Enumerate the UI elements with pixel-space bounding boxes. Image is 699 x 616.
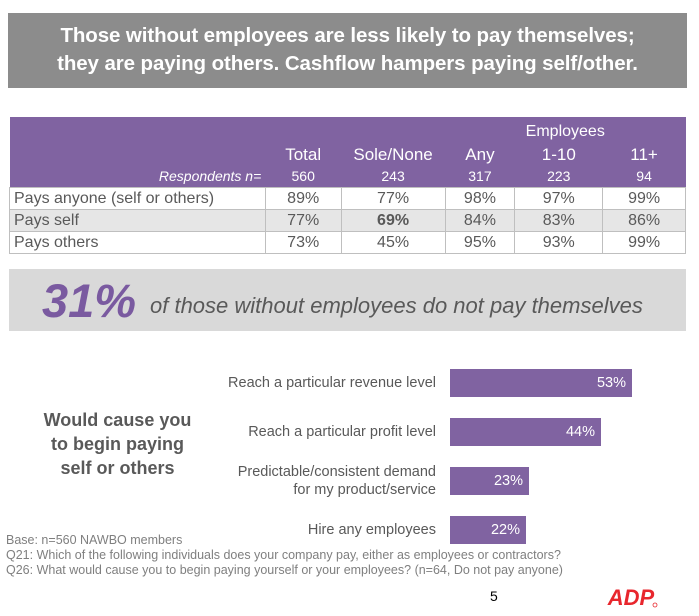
employees-group-header: Employees xyxy=(445,117,686,143)
footnote-base: Base: n=560 NAWBO members xyxy=(6,533,183,547)
footnote-q21: Q21: Which of the following individuals … xyxy=(6,548,561,562)
table-cell: 77% xyxy=(264,209,342,232)
respondents-n-value: 317 xyxy=(445,167,515,188)
registered-mark-icon xyxy=(652,602,658,608)
slide-title-line-1: Those without employees are less likely … xyxy=(60,24,635,47)
footnotes: Base: n=560 NAWBO members Q21: Which of … xyxy=(6,533,563,578)
footnote-q26: Q26: What would cause you to begin payin… xyxy=(6,563,563,577)
table-cell: 99% xyxy=(602,187,686,210)
bar: 22% xyxy=(450,516,526,544)
bar-category-label: Predictable/consistent demand for my prod… xyxy=(238,463,436,499)
bar: 44% xyxy=(450,418,601,446)
respondents-n-label: Respondents n= xyxy=(9,167,266,188)
table-cell: 84% xyxy=(444,209,516,232)
bar-category-label: Hire any employees xyxy=(308,521,436,539)
bar-category-label-line: Reach a particular profit level xyxy=(248,424,436,440)
bar-value-label: 44% xyxy=(565,424,595,440)
side-label-line: to begin paying xyxy=(51,434,184,454)
column-header: Any xyxy=(445,143,515,167)
side-label-line: Would cause you xyxy=(43,410,192,430)
table-cell: 93% xyxy=(514,231,604,254)
bar-category-label-line: Reach a particular revenue level xyxy=(228,375,436,391)
table-cell: 97% xyxy=(514,187,604,210)
bar-category-label: Reach a particular profit level xyxy=(248,423,436,441)
callout-percentage: 31% xyxy=(42,274,137,327)
slide-title-line-2: they are paying others. Cashflow hampers… xyxy=(57,52,638,75)
table-row: Pays others 73% 45% 95% 93% 99% xyxy=(9,231,686,254)
row-label: Pays others xyxy=(9,231,266,254)
table-cell: 89% xyxy=(264,187,342,210)
table-cell: 73% xyxy=(264,231,342,254)
table-cell: 77% xyxy=(340,187,446,210)
bar-category-label: Reach a particular revenue level xyxy=(228,374,436,392)
adp-logo-text: ADP xyxy=(607,585,655,610)
table-cell-highlight: 69% xyxy=(340,209,446,232)
bar-value-label: 53% xyxy=(596,375,626,391)
table-cell: 86% xyxy=(602,209,686,232)
table-row: Pays anyone (self or others) 89% 77% 98%… xyxy=(9,187,686,210)
callout-band xyxy=(9,269,686,331)
table-cell: 99% xyxy=(602,231,686,254)
chart-side-label: Would cause you to begin paying self or … xyxy=(35,408,200,480)
bar-value-label: 22% xyxy=(490,522,520,538)
row-label: Pays self xyxy=(9,209,266,232)
chart-axis-line xyxy=(449,365,450,545)
bar: 53% xyxy=(450,369,632,397)
respondents-n-value: 560 xyxy=(265,167,342,188)
column-header: Total xyxy=(265,143,342,167)
respondents-n-value: 243 xyxy=(341,167,446,188)
slide-title: Those without employees are less likely … xyxy=(8,13,687,88)
table-cell: 98% xyxy=(444,187,516,210)
bar: 23% xyxy=(450,467,529,495)
column-header: 11+ xyxy=(602,143,686,167)
respondents-n-value: 223 xyxy=(514,167,603,188)
row-label: Pays anyone (self or others) xyxy=(9,187,266,210)
respondents-n-value: 94 xyxy=(602,167,686,188)
column-header: Sole/None xyxy=(341,143,446,167)
callout-text: of those without employees do not pay th… xyxy=(150,293,643,318)
bar-category-label-line: Hire any employees xyxy=(307,522,436,538)
bar-category-label-line: for my product/service xyxy=(293,482,436,498)
table-cell: 83% xyxy=(514,209,604,232)
page-number: 5 xyxy=(490,588,498,604)
table-cell: 45% xyxy=(340,231,446,254)
adp-logo: ADP xyxy=(607,585,658,610)
column-header: 1-10 xyxy=(514,143,603,167)
bar-value-label: 23% xyxy=(493,473,523,489)
table-cell: 95% xyxy=(444,231,516,254)
side-label-line: self or others xyxy=(60,458,175,478)
bar-category-label-line: Predictable/consistent demand xyxy=(237,464,436,480)
respondents-table: Employees Total Sole/None Any 1-10 11+ R… xyxy=(9,117,686,254)
table-row: Pays self 77% 69% 84% 83% 86% xyxy=(9,209,686,232)
